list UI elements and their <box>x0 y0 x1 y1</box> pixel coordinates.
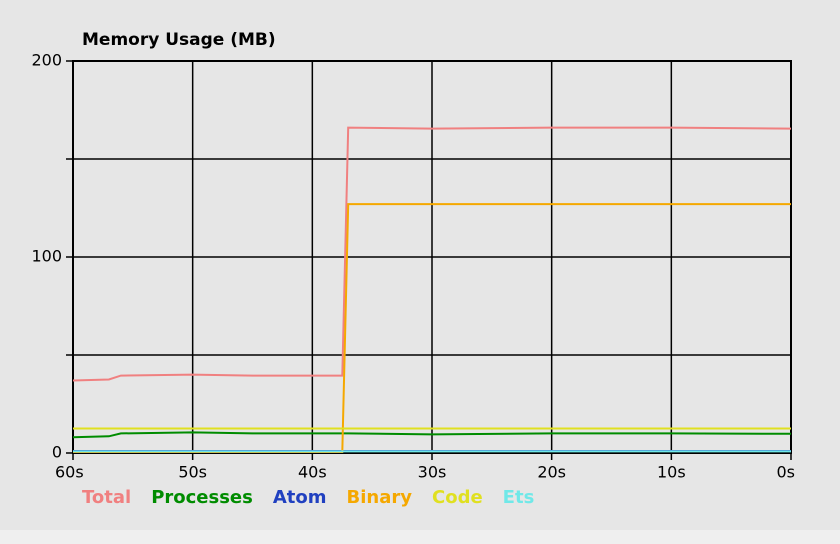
legend-entry: Processes <box>151 487 253 508</box>
series-line <box>72 431 792 439</box>
x-tick-label: 10s <box>657 463 686 482</box>
legend-entry: Ets <box>503 487 535 508</box>
legend-entry: Binary <box>347 487 413 508</box>
series-line <box>72 126 792 382</box>
x-tick-label: 30s <box>418 463 447 482</box>
chart-title: Memory Usage (MB) <box>82 30 276 50</box>
legend-entry: Code <box>432 487 483 508</box>
legend-entry: Atom <box>273 487 327 508</box>
y-tick-label: 0 <box>52 443 62 462</box>
x-tick-label: 20s <box>537 463 566 482</box>
x-tick-label: 60s <box>55 463 84 482</box>
legend-entry: Total <box>82 487 131 508</box>
y-tick-label: 100 <box>31 247 62 266</box>
plot-frame <box>72 60 792 454</box>
x-tick-label: 0s <box>776 463 795 482</box>
x-tick-label: 50s <box>178 463 207 482</box>
footer-strip <box>0 530 840 544</box>
y-tick-label: 200 <box>31 51 62 70</box>
x-tick-label: 40s <box>298 463 327 482</box>
